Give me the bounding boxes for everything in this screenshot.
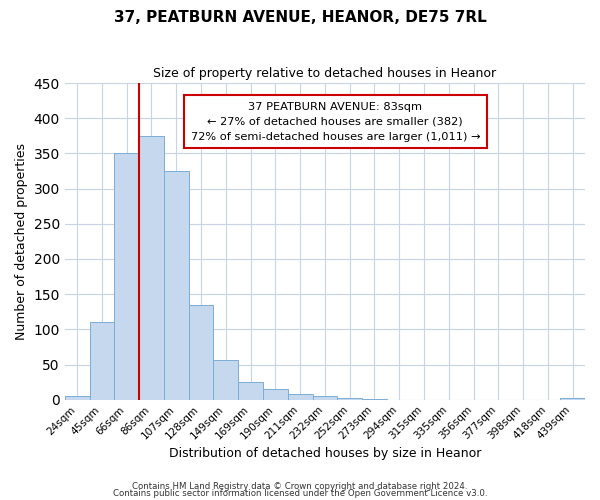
Bar	[362, 399, 387, 400]
Text: Contains public sector information licensed under the Open Government Licence v3: Contains public sector information licen…	[113, 490, 487, 498]
Bar	[188, 304, 214, 400]
Bar	[313, 396, 337, 400]
Bar	[115, 154, 139, 400]
Bar	[238, 382, 263, 400]
Bar	[89, 322, 115, 400]
Bar	[263, 389, 288, 400]
Text: 37 PEATBURN AVENUE: 83sqm
← 27% of detached houses are smaller (382)
72% of semi: 37 PEATBURN AVENUE: 83sqm ← 27% of detac…	[191, 102, 480, 142]
Bar	[65, 396, 89, 400]
Text: Contains HM Land Registry data © Crown copyright and database right 2024.: Contains HM Land Registry data © Crown c…	[132, 482, 468, 491]
Bar	[288, 394, 313, 400]
Bar	[164, 171, 188, 400]
Bar	[560, 398, 585, 400]
Y-axis label: Number of detached properties: Number of detached properties	[15, 143, 28, 340]
X-axis label: Distribution of detached houses by size in Heanor: Distribution of detached houses by size …	[169, 447, 481, 460]
Title: Size of property relative to detached houses in Heanor: Size of property relative to detached ho…	[154, 68, 496, 80]
Text: 37, PEATBURN AVENUE, HEANOR, DE75 7RL: 37, PEATBURN AVENUE, HEANOR, DE75 7RL	[113, 10, 487, 25]
Bar	[337, 398, 362, 400]
Bar	[214, 360, 238, 400]
Bar	[139, 136, 164, 400]
